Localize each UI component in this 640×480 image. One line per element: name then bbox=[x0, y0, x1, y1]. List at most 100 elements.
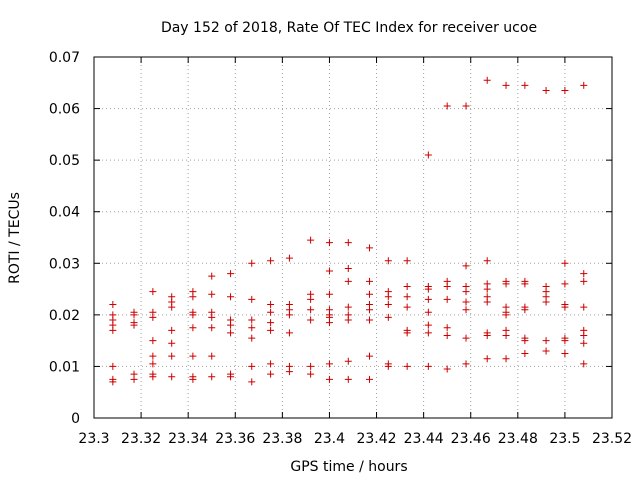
data-point bbox=[542, 347, 550, 355]
data-point bbox=[227, 270, 235, 278]
data-point bbox=[248, 362, 256, 370]
data-point bbox=[483, 285, 491, 293]
data-point bbox=[248, 316, 256, 324]
y-tick-label: 0.03 bbox=[49, 256, 80, 272]
data-point bbox=[208, 313, 216, 321]
data-point bbox=[365, 352, 373, 360]
data-point bbox=[403, 362, 411, 370]
x-tick-label: 23.5 bbox=[549, 431, 580, 447]
data-point bbox=[384, 301, 392, 309]
data-point bbox=[462, 298, 470, 306]
data-point bbox=[344, 264, 352, 272]
y-axis-label: ROTI / TECUs bbox=[7, 192, 23, 284]
data-point bbox=[542, 298, 550, 306]
data-point bbox=[521, 280, 529, 288]
data-point bbox=[208, 352, 216, 360]
data-point bbox=[521, 81, 529, 89]
data-point bbox=[483, 331, 491, 339]
data-point bbox=[149, 313, 157, 321]
data-point bbox=[189, 352, 197, 360]
data-point bbox=[227, 321, 235, 329]
data-point bbox=[384, 293, 392, 301]
data-point bbox=[580, 277, 588, 285]
data-point bbox=[344, 303, 352, 311]
data-point bbox=[325, 375, 333, 383]
data-point bbox=[580, 331, 588, 339]
data-point bbox=[307, 362, 315, 370]
data-point bbox=[307, 316, 315, 324]
data-point bbox=[109, 378, 117, 386]
data-point bbox=[344, 316, 352, 324]
data-point bbox=[267, 308, 275, 316]
data-point bbox=[267, 257, 275, 265]
data-point bbox=[267, 326, 275, 334]
x-tick-label: 23.4 bbox=[314, 431, 345, 447]
x-axis-label: GPS time / hours bbox=[290, 459, 407, 475]
data-point bbox=[189, 375, 197, 383]
y-tick-label: 0.04 bbox=[49, 205, 80, 221]
data-point bbox=[403, 282, 411, 290]
data-point bbox=[248, 295, 256, 303]
data-point bbox=[580, 303, 588, 311]
y-tick-label: 0.07 bbox=[49, 50, 80, 66]
data-point bbox=[483, 355, 491, 363]
data-point bbox=[344, 357, 352, 365]
data-point bbox=[462, 262, 470, 270]
data-point bbox=[561, 350, 569, 358]
data-point bbox=[502, 331, 510, 339]
x-tick-label: 23.52 bbox=[592, 431, 632, 447]
data-point bbox=[462, 306, 470, 314]
data-point bbox=[365, 375, 373, 383]
data-point bbox=[109, 301, 117, 309]
data-point bbox=[109, 326, 117, 334]
data-point bbox=[227, 329, 235, 337]
data-point bbox=[248, 334, 256, 342]
data-point bbox=[168, 339, 176, 347]
data-point bbox=[149, 360, 157, 368]
data-point bbox=[189, 311, 197, 319]
data-point bbox=[384, 257, 392, 265]
data-point bbox=[307, 236, 315, 244]
data-point bbox=[462, 360, 470, 368]
data-point bbox=[248, 259, 256, 267]
plot-frame bbox=[93, 56, 613, 419]
data-point bbox=[307, 370, 315, 378]
x-tick-label: 23.46 bbox=[451, 431, 491, 447]
data-point bbox=[325, 360, 333, 368]
x-tick-label: 23.48 bbox=[498, 431, 538, 447]
data-point bbox=[130, 375, 138, 383]
data-point bbox=[403, 329, 411, 337]
data-point bbox=[580, 360, 588, 368]
data-point bbox=[227, 373, 235, 381]
data-point bbox=[365, 316, 373, 324]
data-point bbox=[424, 362, 432, 370]
x-tick-label: 23.44 bbox=[404, 431, 444, 447]
data-point bbox=[344, 239, 352, 247]
data-point bbox=[149, 373, 157, 381]
data-point bbox=[403, 303, 411, 311]
x-tick-label: 23.34 bbox=[168, 431, 208, 447]
y-tick-label: 0.06 bbox=[49, 102, 80, 118]
data-point bbox=[462, 102, 470, 110]
data-point bbox=[344, 277, 352, 285]
data-point bbox=[502, 355, 510, 363]
data-point bbox=[502, 280, 510, 288]
data-point bbox=[325, 267, 333, 275]
data-point bbox=[561, 303, 569, 311]
data-point bbox=[443, 324, 451, 332]
data-point bbox=[521, 306, 529, 314]
data-point bbox=[285, 254, 293, 262]
data-point bbox=[285, 311, 293, 319]
data-point bbox=[168, 303, 176, 311]
data-point bbox=[285, 329, 293, 337]
data-point bbox=[325, 319, 333, 327]
data-point bbox=[307, 295, 315, 303]
data-point bbox=[384, 362, 392, 370]
data-point bbox=[580, 81, 588, 89]
x-tick-label: 23.38 bbox=[262, 431, 302, 447]
data-point bbox=[325, 239, 333, 247]
data-point bbox=[483, 257, 491, 265]
data-point bbox=[109, 362, 117, 370]
data-point bbox=[424, 151, 432, 159]
data-point bbox=[502, 311, 510, 319]
